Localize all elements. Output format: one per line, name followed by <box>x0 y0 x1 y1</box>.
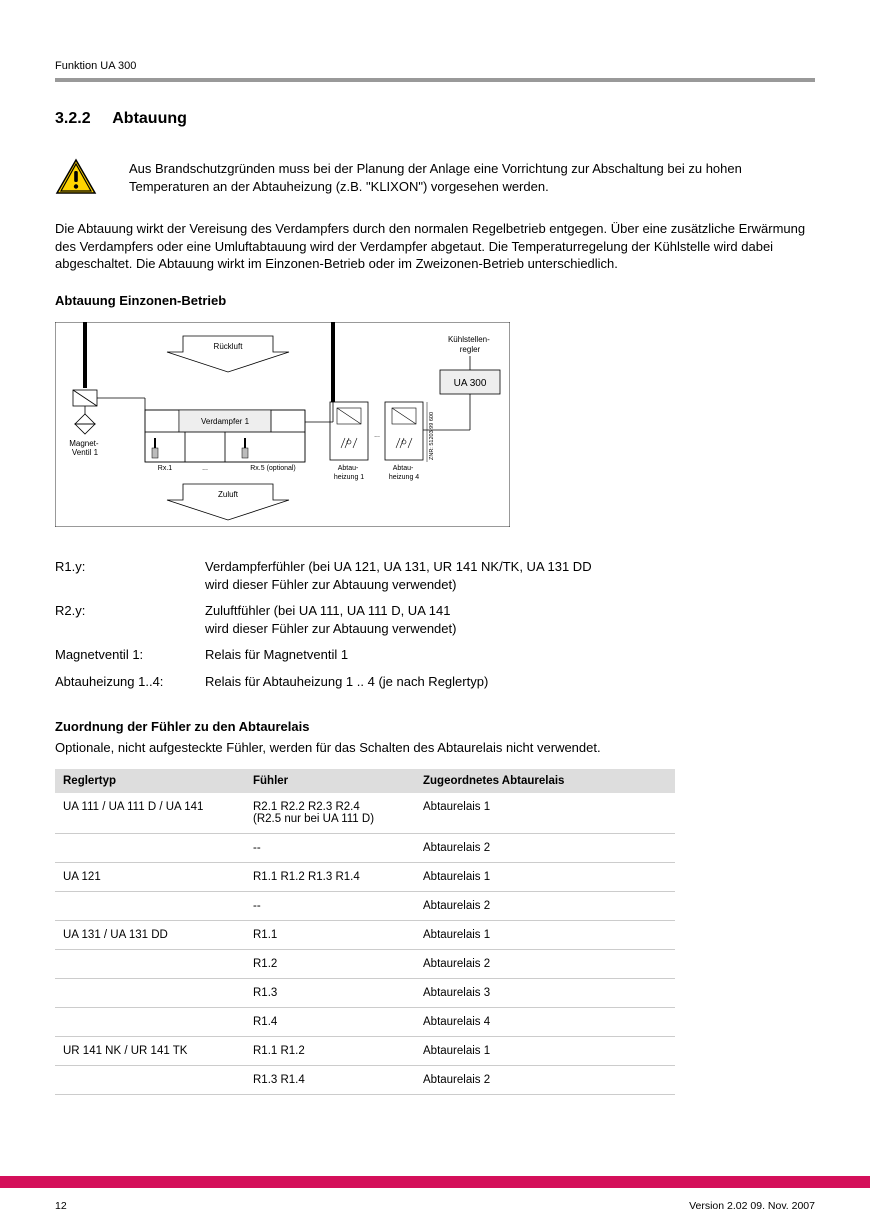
footer-bar <box>0 1176 870 1188</box>
table-cell: Abtaurelais 2 <box>415 1065 675 1094</box>
table-cell: R1.1 <box>245 920 415 949</box>
table-cell: UR 141 NK / UR 141 TK <box>55 1036 245 1065</box>
table-cell: Abtaurelais 1 <box>415 920 675 949</box>
table-cell: Abtaurelais 2 <box>415 833 675 862</box>
header-text: Funktion UA 300 <box>55 60 815 72</box>
def-row: R1.y: Verdampferfühler (bei UA 121, UA 1… <box>55 558 815 594</box>
diagram-znr-label: ZNR: 51203 99 600 <box>429 412 435 460</box>
table-cell: R1.1 R1.2 R1.3 R1.4 <box>245 862 415 891</box>
svg-text:...: ... <box>374 432 380 439</box>
table-header-cell: Fühler <box>245 769 415 793</box>
table-cell <box>55 891 245 920</box>
table-intro: Optionale, nicht aufgesteckte Fühler, we… <box>55 740 815 755</box>
diagram-ruckluft-label: Rückluft <box>214 342 244 351</box>
diagram-ua300-label: UA 300 <box>454 378 487 389</box>
table-cell: UA 131 / UA 131 DD <box>55 920 245 949</box>
table-cell: R2.1 R2.2 R2.3 R2.4 (R2.5 nur bei UA 111… <box>245 793 415 834</box>
table-cell: R1.3 R1.4 <box>245 1065 415 1094</box>
header-bar <box>55 78 815 82</box>
section-name: Abtauung <box>112 110 187 127</box>
svg-text:Abtau- heizung 4: Abtau- heizung 4 <box>389 465 419 481</box>
table-header-cell: Zugeordnetes Abtaurelais <box>415 769 675 793</box>
table-header-cell: Reglertyp <box>55 769 245 793</box>
page-footer: 12 Version 2.02 09. Nov. 2007 <box>0 1176 870 1230</box>
page-number: 12 <box>55 1200 67 1212</box>
table-cell: Abtaurelais 3 <box>415 978 675 1007</box>
def-value: Zuluftfühler (bei UA 111, UA 111 D, UA 1… <box>205 602 815 638</box>
table-row: UA 121R1.1 R1.2 R1.3 R1.4Abtaurelais 1 <box>55 862 675 891</box>
table-cell: Abtaurelais 4 <box>415 1007 675 1036</box>
def-value: Relais für Magnetventil 1 <box>205 646 815 664</box>
table-row: --Abtaurelais 2 <box>55 891 675 920</box>
table-row: R1.4Abtaurelais 4 <box>55 1007 675 1036</box>
table-row: R1.3 R1.4Abtaurelais 2 <box>55 1065 675 1094</box>
table-cell <box>55 1007 245 1036</box>
table-row: --Abtaurelais 2 <box>55 833 675 862</box>
diagram-rx1-label: Rx.1 <box>158 465 173 472</box>
table-cell: R1.3 <box>245 978 415 1007</box>
subheading-1: Abtauung Einzonen-Betrieb <box>55 293 815 308</box>
def-row: R2.y: Zuluftfühler (bei UA 111, UA 111 D… <box>55 602 815 638</box>
table-cell <box>55 833 245 862</box>
table-heading: Zuordnung der Fühler zu den Abtaurelais <box>55 719 815 734</box>
table-row: UA 111 / UA 111 D / UA 141R2.1 R2.2 R2.3… <box>55 793 675 834</box>
def-term: Magnetventil 1: <box>55 646 205 664</box>
section-title: 3.2.2 Abtauung <box>55 110 815 128</box>
definition-list: R1.y: Verdampferfühler (bei UA 121, UA 1… <box>55 558 815 691</box>
section-number: 3.2.2 <box>55 110 91 127</box>
table-cell: R1.2 <box>245 949 415 978</box>
def-row: Magnetventil 1: Relais für Magnetventil … <box>55 646 815 664</box>
table-cell: Abtaurelais 2 <box>415 949 675 978</box>
table-cell: -- <box>245 833 415 862</box>
def-value: Verdampferfühler (bei UA 121, UA 131, UR… <box>205 558 815 594</box>
table-row: R1.3Abtaurelais 3 <box>55 978 675 1007</box>
table-cell <box>55 1065 245 1094</box>
diagram-dots-label: ... <box>202 465 208 472</box>
table-cell: R1.1 R1.2 <box>245 1036 415 1065</box>
table-cell: UA 111 / UA 111 D / UA 141 <box>55 793 245 834</box>
table-cell: UA 121 <box>55 862 245 891</box>
table-cell <box>55 978 245 1007</box>
paragraph-1: Die Abtauung wirkt der Vereisung des Ver… <box>55 220 815 273</box>
warning-text: Aus Brandschutzgründen muss bei der Plan… <box>129 158 815 195</box>
table-row: UR 141 NK / UR 141 TKR1.1 R1.2Abtaurelai… <box>55 1036 675 1065</box>
diagram-rx5-label: Rx.5 (optional) <box>250 465 296 472</box>
warning-block: Aus Brandschutzgründen muss bei der Plan… <box>55 158 815 196</box>
table-row: R1.2Abtaurelais 2 <box>55 949 675 978</box>
diagram-zuluft-label: Zuluft <box>218 490 239 499</box>
def-term: Abtauheizung 1..4: <box>55 673 205 691</box>
version-text: Version 2.02 09. Nov. 2007 <box>689 1200 815 1212</box>
table-cell: Abtaurelais 1 <box>415 793 675 834</box>
diagram-verdampfer-label: Verdampfer 1 <box>201 417 250 426</box>
def-term: R1.y: <box>55 558 205 594</box>
svg-text:Abtau- heizung 1: Abtau- heizung 1 <box>334 465 364 481</box>
table-cell: R1.4 <box>245 1007 415 1036</box>
def-row: Abtauheizung 1..4: Relais für Abtauheizu… <box>55 673 815 691</box>
warning-icon <box>55 158 97 196</box>
table-cell: Abtaurelais 1 <box>415 1036 675 1065</box>
table-cell: Abtaurelais 1 <box>415 862 675 891</box>
table-cell: -- <box>245 891 415 920</box>
table-cell <box>55 949 245 978</box>
diagram-einzonen: Rückluft Kühlstellen- regler UA 300 Magn… <box>55 322 510 530</box>
table-row: UA 131 / UA 131 DDR1.1Abtaurelais 1 <box>55 920 675 949</box>
table-cell: Abtaurelais 2 <box>415 891 675 920</box>
table-header-row: Reglertyp Fühler Zugeordnetes Abtaurelai… <box>55 769 675 793</box>
diagram-magnet-label: Magnet- Ventil 1 <box>69 439 101 457</box>
def-term: R2.y: <box>55 602 205 638</box>
diagram-kuhlstellen-label: Kühlstellen- regler <box>448 335 492 354</box>
sensor-relay-table: Reglertyp Fühler Zugeordnetes Abtaurelai… <box>55 769 675 1095</box>
def-value: Relais für Abtauheizung 1 .. 4 (je nach … <box>205 673 815 691</box>
